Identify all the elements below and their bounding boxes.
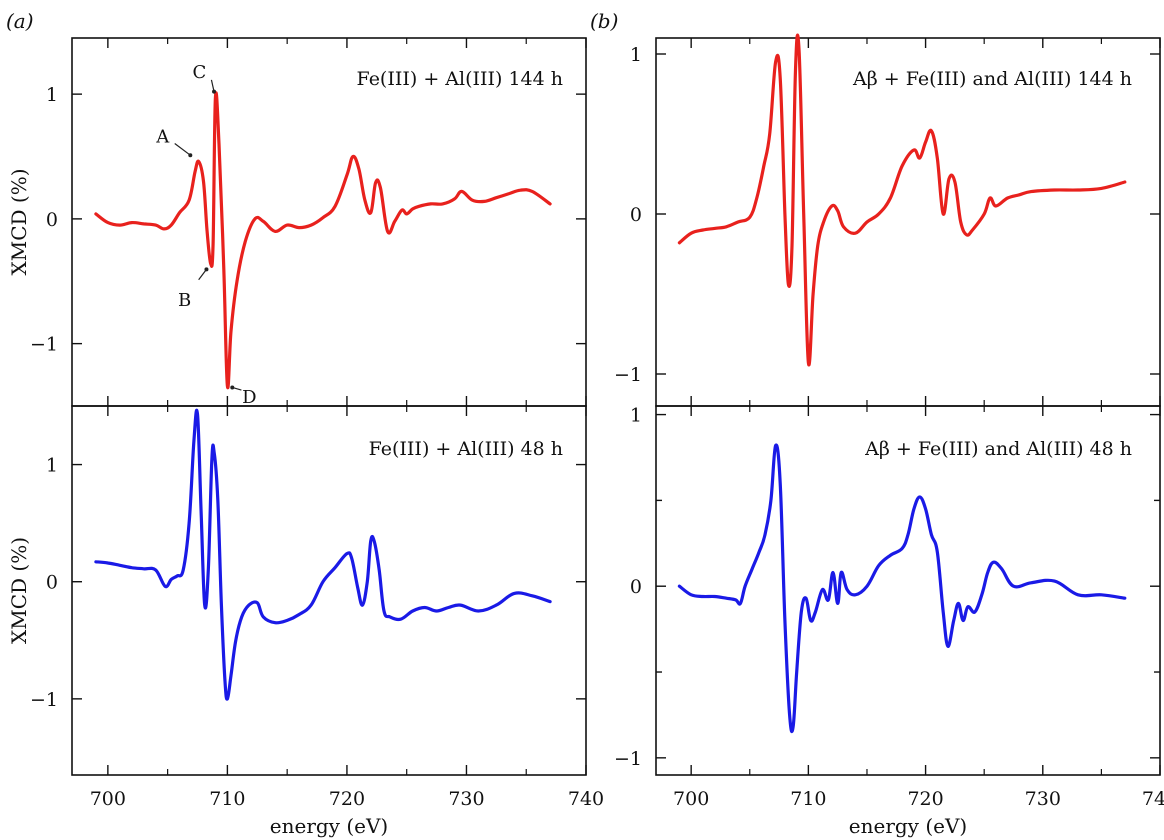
plot-frame <box>655 37 1161 407</box>
panel-annotation: Aβ + Fe(III) and Al(III) 48 h <box>864 438 1132 460</box>
y-tick-label: −1 <box>30 689 58 711</box>
panel-b-top: −1 0 1 Aβ + Fe(III) and Al(III) 144 h <box>614 33 1161 407</box>
point-label-d: D <box>242 387 256 408</box>
x-tick-label: 740 <box>568 788 604 810</box>
series-line <box>94 408 552 701</box>
x-tick-label: 720 <box>907 788 943 810</box>
panel-annotation: Fe(III) + Al(III) 144 h <box>357 68 563 90</box>
y-tick-label: 0 <box>46 572 58 594</box>
panel-letter-b: (b) <box>590 9 618 33</box>
x-tick-label: 720 <box>329 788 365 810</box>
x-axis-title: energy (eV) <box>849 814 967 838</box>
point-label-arrowhead <box>188 153 193 158</box>
y-tick-label: 1 <box>46 84 58 106</box>
point-label-c: C <box>193 62 207 83</box>
y-tick-label: −1 <box>614 748 642 770</box>
point-label-arrowhead <box>230 385 235 390</box>
point-label-a: A <box>155 126 170 147</box>
point-label-arrowhead <box>204 267 209 272</box>
point-label-arrowhead <box>212 89 217 94</box>
plot-frame <box>655 405 1161 776</box>
panel-annotation: Aβ + Fe(III) and Al(III) 144 h <box>852 68 1132 90</box>
x-tick-label: 740 <box>1142 788 1164 810</box>
series-line <box>94 91 552 390</box>
y-tick-label: 0 <box>630 204 642 226</box>
panel-b-bottom: 700 710 720 730 740 −1 0 1 energy (eV) Aβ + Fe(II… <box>614 405 1164 838</box>
y-axis-title: XMCD (%) <box>7 168 31 275</box>
y-axis-title: XMCD (%) <box>7 537 31 644</box>
panel-annotation: Fe(III) + Al(III) 48 h <box>369 438 563 460</box>
y-tick-label: 1 <box>630 44 642 66</box>
point-label-arrow <box>198 269 207 281</box>
panel-a-bottom: 700 710 720 730 740 −1 0 1 energy (eV) XMCD (%) Fe… <box>7 405 604 838</box>
plot-frame <box>71 405 587 776</box>
y-tick-label: −1 <box>30 334 58 356</box>
y-tick-label: 0 <box>46 209 58 231</box>
x-tick-label: 730 <box>1025 788 1061 810</box>
plot-frame <box>71 37 587 407</box>
x-tick-label: 710 <box>790 788 826 810</box>
x-tick-label: 710 <box>209 788 245 810</box>
y-tick-label: −1 <box>614 364 642 386</box>
x-tick-label: 700 <box>90 788 126 810</box>
series-line <box>677 443 1127 734</box>
x-tick-label: 700 <box>673 788 709 810</box>
y-tick-label: 0 <box>630 576 642 598</box>
point-label-arrow <box>174 143 191 156</box>
x-axis-title: energy (eV) <box>270 814 388 838</box>
series-line <box>677 33 1127 367</box>
point-label-b: B <box>178 290 191 311</box>
y-tick-label: 1 <box>630 405 642 427</box>
y-tick-label: 1 <box>46 455 58 477</box>
panel-a-top: −1 0 1 XMCD (%) Fe(III) + Al(III) 144 h A B C D <box>7 37 587 408</box>
x-tick-label: 730 <box>448 788 484 810</box>
panel-letter-a: (a) <box>6 9 34 33</box>
